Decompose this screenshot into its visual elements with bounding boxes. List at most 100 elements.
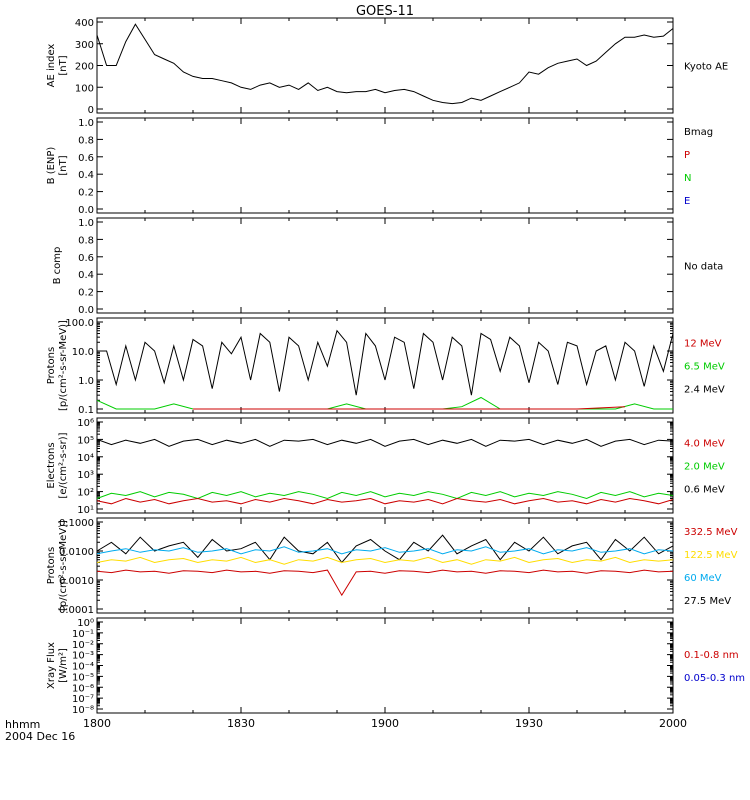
y-tick-label: 0.8 <box>78 135 94 146</box>
y-tick-label: 1.0 <box>78 218 94 229</box>
panel-3: 0.1 1.0 10.0 100.0 Protons [p/(cm²-s-sr-MeV)]… <box>46 317 725 416</box>
y-axis-label: [W/m²] <box>58 648 69 683</box>
y-tick-label: 10² <box>77 488 94 499</box>
legend-entry: No data <box>684 262 723 273</box>
y-tick-label: 0.2 <box>78 188 94 199</box>
legend-entry: 0.05-0.3 nm <box>684 673 745 684</box>
y-tick-label: 0.4 <box>78 270 94 281</box>
legend-entry: Kyoto AE <box>684 62 728 73</box>
y-tick-label: 1.0 <box>78 376 94 387</box>
y-axis-label: Xray Flux <box>46 642 57 689</box>
y-tick-label: 10⁻⁸ <box>72 705 94 716</box>
y-axis-label: Electrons <box>46 442 57 488</box>
legend-entry: E <box>684 196 690 207</box>
y-tick-label: 200 <box>75 62 94 73</box>
y-tick-label: 0 <box>88 105 94 116</box>
y-tick-label: 0.8 <box>78 235 94 246</box>
y-tick-label: 0.6 <box>78 253 94 264</box>
footer-units: hhmm <box>5 718 40 731</box>
y-tick-label: 10⁰ <box>77 618 94 629</box>
legend-entry: 122.5 MeV <box>684 550 738 561</box>
y-axis-label: Protons <box>46 547 57 584</box>
series-line <box>96 491 674 500</box>
legend-entry: 2.0 MeV <box>684 462 725 473</box>
series-line <box>96 534 674 564</box>
panel-1: 0.0 0.2 0.4 0.6 0.8 1.0 B (ENP) [nT] Bmag P N E <box>46 117 713 216</box>
series-line <box>97 329 674 396</box>
panel-frame <box>96 617 674 714</box>
y-axis-label: [p/(cm²-s-sr-MeV)] <box>58 520 69 611</box>
y-tick-label: 10³ <box>77 470 94 481</box>
y-axis-label: B comp <box>52 247 63 285</box>
x-tick-label: 2000 <box>659 717 687 730</box>
panel-0: 0 100 200 300 400 AE index [nT] Kyoto AE <box>46 17 728 116</box>
legend-entry: 27.5 MeV <box>684 596 731 607</box>
panel-frame <box>96 217 674 314</box>
panel-frame <box>96 317 674 414</box>
y-axis-label: [nT] <box>58 155 69 175</box>
y-tick-label: 0.6 <box>78 153 94 164</box>
footer-date: 2004 Dec 16 <box>5 730 75 743</box>
y-tick-label: 0.0100 <box>59 547 94 558</box>
panel-2: 0.0 0.2 0.4 0.6 0.8 1.0 B comp No data <box>52 217 723 316</box>
series-line <box>96 546 674 555</box>
y-tick-label: 10⁻⁶ <box>72 683 94 694</box>
series-line <box>96 569 674 597</box>
y-tick-label: 100 <box>75 83 94 94</box>
y-tick-label: 400 <box>75 18 94 29</box>
y-tick-label: 10.0 <box>72 347 94 358</box>
legend-entry: 6.5 MeV <box>684 362 725 373</box>
panel-4: 10¹ 10² 10³ 10⁴ 10⁵ 10⁶ Electrons [e/(cm²-s-sr)… <box>46 417 725 516</box>
x-tick-label: 1830 <box>227 717 255 730</box>
legend-entry: 4.0 MeV <box>684 439 725 450</box>
y-tick-label: 0.4 <box>78 170 94 181</box>
legend-entry: N <box>684 173 691 184</box>
series-line <box>96 556 674 565</box>
series-line <box>96 438 674 447</box>
y-tick-label: 10⁻² <box>72 640 94 651</box>
legend-entry: Bmag <box>684 127 713 138</box>
y-tick-label: 10⁶ <box>77 418 94 429</box>
legend-entry: 0.1-0.8 nm <box>684 650 739 661</box>
x-tick-label: 1900 <box>371 717 399 730</box>
y-tick-label: 100.0 <box>65 318 94 329</box>
y-axis-label: AE index <box>46 44 57 88</box>
legend-entry: 2.4 MeV <box>684 385 725 396</box>
y-tick-label: 0.0 <box>78 305 94 316</box>
x-tick-label: 1930 <box>515 717 543 730</box>
y-tick-label: 1.0 <box>78 118 94 129</box>
y-axis-label: [nT] <box>58 55 69 75</box>
y-tick-label: 0.2 <box>78 288 94 299</box>
y-axis-label: B (ENP) <box>46 147 57 185</box>
legend-entry: 60 MeV <box>684 573 722 584</box>
series-line <box>193 406 626 410</box>
y-tick-label: 0.0 <box>78 205 94 216</box>
panel-frame <box>96 517 674 614</box>
chart-title: GOES-11 <box>356 4 414 19</box>
series-line <box>96 497 674 505</box>
x-tick-label: 1800 <box>83 717 111 730</box>
y-tick-label: 0.1 <box>78 405 94 416</box>
y-tick-label: 10⁻³ <box>72 651 94 662</box>
y-axis-label: [e/(cm²-s-sr)] <box>58 432 69 498</box>
y-tick-label: 10⁵ <box>77 435 94 446</box>
y-tick-label: 10⁻⁴ <box>72 662 94 673</box>
y-tick-label: 10⁻⁷ <box>72 694 94 705</box>
y-tick-label: 10¹ <box>77 505 94 516</box>
y-axis-label: Protons <box>46 347 57 384</box>
legend-entry: 12 MeV <box>684 339 722 350</box>
y-tick-label: 10⁻¹ <box>72 629 94 640</box>
y-tick-label: 10⁴ <box>77 453 94 464</box>
y-axis-label: [p/(cm²-s-sr-MeV)] <box>58 320 69 411</box>
y-tick-label: 10⁻⁵ <box>72 672 94 683</box>
legend-entry: 332.5 MeV <box>684 527 738 538</box>
x-axis: 1800 1830 1900 1930 2000 <box>83 717 687 730</box>
y-tick-label: 300 <box>75 40 94 51</box>
legend-entry: 0.6 MeV <box>684 485 725 496</box>
series-line <box>96 23 674 105</box>
legend-entry: P <box>684 150 690 161</box>
y-tick-label: 0.0001 <box>59 605 94 616</box>
